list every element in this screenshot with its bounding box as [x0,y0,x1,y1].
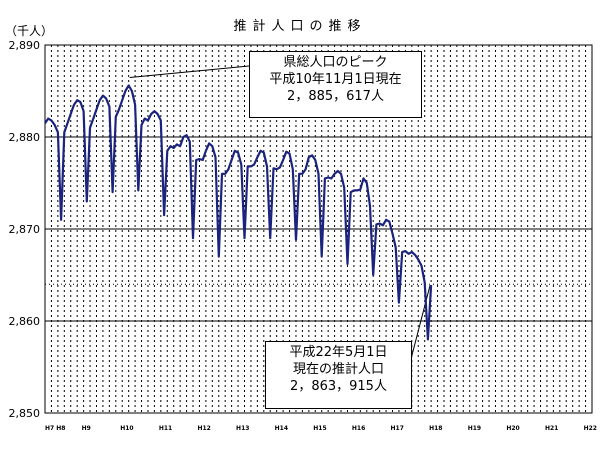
x-tick-label: H14 [275,425,288,432]
y-tick-label: 2,880 [9,131,41,144]
y-tick-label: 2,870 [9,223,41,236]
peak-annotation-line-1: 県総人口のピーク [283,55,388,70]
x-tick-label: H7 H8 [45,425,65,432]
population-series-line [44,84,433,341]
current-annotation-box: 平成22年5月1日 現在の推計人口 2，863，915人 [265,341,412,409]
x-tick-label: H9 [82,425,91,432]
y-axis-unit-label: （千人） [5,24,54,38]
current-annotation-line-3: 2，863，915人 [290,379,387,394]
x-axis-ticks: H7 H8 H9 H10 H11 H12 H13 H14 H15 H16 H17 H18 H19 H20… [45,425,597,432]
x-tick-label: H15 [313,425,326,432]
peak-annotation-line-2: 平成10年11月1日現在 [269,72,402,87]
x-tick-label: H13 [236,425,249,432]
x-tick-label: H17 [391,425,404,432]
peak-leader-line [129,65,250,78]
horizontal-grid [45,136,592,322]
x-tick-label: H21 [545,425,558,432]
y-axis-ticks: 2,850 2,860 2,870 2,880 2,890 [9,39,41,420]
peak-annotation-line-3: 2，885，617人 [287,89,384,104]
y-tick-label: 2,860 [9,315,41,328]
current-annotation-line-1: 平成22年5月1日 [289,345,388,360]
chart-title: 推計人口の推移 [233,19,367,34]
x-tick-label: H22 [584,425,597,432]
current-annotation-line-2: 現在の推計人口 [292,362,384,377]
x-tick-label: H11 [159,425,172,432]
x-tick-label: H20 [506,425,519,432]
x-tick-label: H18 [429,425,442,432]
plot-area-frame [44,44,593,414]
x-tick-label: H19 [468,425,481,432]
x-tick-label: H16 [352,425,365,432]
y-tick-label: 2,890 [9,39,41,52]
x-tick-label: H12 [197,425,210,432]
y-tick-label: 2,850 [9,407,41,420]
peak-annotation-box: 県総人口のピーク 平成10年11月1日現在 2，885，617人 [249,51,422,118]
series-group [44,84,433,341]
x-tick-label: H10 [120,425,133,432]
